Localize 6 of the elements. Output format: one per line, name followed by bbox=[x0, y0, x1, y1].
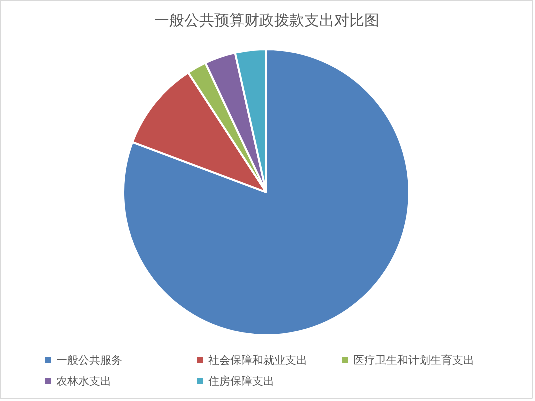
legend-label: 一般公共服务 bbox=[56, 354, 122, 367]
legend-label: 医疗卫生和计划生育支出 bbox=[354, 354, 474, 367]
legend-label: 社会保障和就业支出 bbox=[208, 354, 308, 367]
chart-title: 一般公共预算财政拨款支出对比图 bbox=[154, 12, 380, 30]
legend-label: 住房保障支出 bbox=[208, 375, 274, 388]
legend-label: 农林水支出 bbox=[56, 375, 112, 388]
